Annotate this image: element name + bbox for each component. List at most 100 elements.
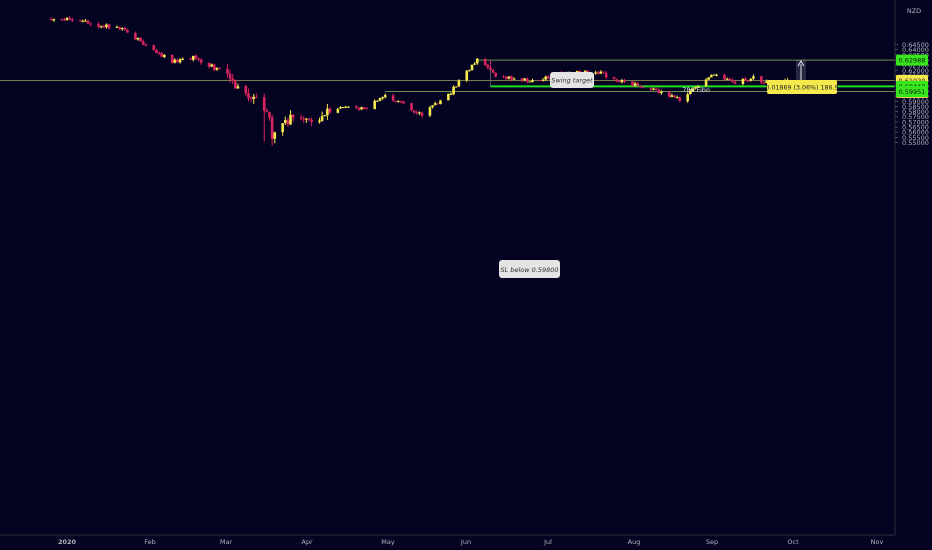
candle-body	[181, 58, 185, 60]
candle-body	[510, 76, 513, 80]
candle-45	[215, 67, 219, 71]
candle-97	[410, 102, 413, 112]
candle-162	[649, 87, 653, 91]
candle-body	[457, 80, 461, 87]
candle-body	[189, 58, 192, 60]
time-axis[interactable]: 2020 Feb Mar Apr May Jun Jul Aug Sep Oct Nov	[0, 534, 932, 550]
price-axis[interactable]: NZD0.645000.640000.635000.630000.625000.…	[894, 0, 932, 550]
candle-body	[470, 64, 474, 71]
candle-182	[723, 73, 726, 81]
candle-183	[725, 77, 729, 81]
candle-body	[696, 86, 700, 88]
candle-body	[749, 78, 753, 81]
candle-160	[639, 84, 642, 88]
candle-body	[65, 17, 69, 21]
candle-body	[281, 123, 284, 133]
currency-label: NZD	[907, 7, 921, 15]
candle-63	[283, 116, 287, 125]
candle-body	[234, 81, 237, 89]
candle-body	[631, 81, 634, 86]
candle-120	[491, 68, 495, 74]
candle-body	[102, 26, 106, 28]
candle-body	[152, 45, 156, 51]
candle-0	[49, 17, 53, 21]
candle-72	[318, 117, 321, 124]
candle-40	[197, 57, 200, 62]
candle-body	[489, 67, 492, 71]
candle-body	[191, 55, 195, 60]
candle-body	[226, 68, 229, 74]
candle-21	[126, 28, 129, 33]
candle-1	[52, 18, 56, 22]
candle-body	[118, 27, 121, 30]
candle-body	[84, 20, 87, 22]
candle-174	[691, 88, 695, 92]
candle-body	[512, 78, 516, 80]
candle-body	[360, 107, 363, 110]
candle-69	[305, 118, 308, 123]
candle-body	[357, 107, 361, 110]
price-tick-label: 0.64500	[902, 41, 929, 49]
candle-body	[291, 114, 295, 118]
candle-body	[475, 58, 479, 64]
candle-26	[144, 43, 148, 47]
candle-194	[765, 79, 768, 84]
candle-body	[310, 119, 313, 122]
candle-38	[191, 55, 195, 62]
candle-19	[120, 27, 124, 31]
candle-95	[399, 100, 403, 104]
candle-66	[291, 114, 295, 122]
candle-68	[302, 116, 305, 123]
candle-body	[302, 118, 305, 120]
candle-body	[197, 58, 200, 60]
candle-body	[397, 101, 400, 103]
candle-body	[81, 20, 85, 22]
candle-body	[468, 70, 471, 72]
candle-74	[323, 114, 327, 117]
candle-135	[546, 75, 550, 80]
candle-149	[599, 70, 603, 75]
candle-98	[412, 110, 416, 114]
candle-152	[612, 76, 616, 80]
candle-body	[378, 97, 382, 101]
candle-166	[660, 90, 663, 95]
candle-109	[452, 85, 455, 96]
candle-158	[633, 81, 637, 87]
candle-body	[126, 29, 129, 33]
candle-111	[457, 79, 461, 88]
candle-173	[689, 89, 692, 95]
time-label-sep: Sep	[706, 538, 718, 546]
candle-34	[176, 58, 179, 63]
candle-59	[268, 111, 271, 121]
price-tick-label: 0.59000	[902, 98, 929, 106]
candle-body	[89, 23, 92, 25]
candle-body	[86, 20, 90, 24]
candle-body	[252, 96, 256, 99]
candle-134	[544, 75, 547, 82]
candle-body	[623, 80, 626, 82]
candle-body	[691, 88, 695, 92]
candle-body	[712, 74, 716, 76]
candle-36	[181, 57, 185, 61]
candle-113	[468, 69, 471, 72]
candle-178	[707, 77, 711, 81]
candle-18	[118, 26, 121, 30]
candle-body	[525, 78, 529, 82]
candle-96	[402, 100, 405, 105]
candle-body	[307, 118, 311, 120]
candle-43	[210, 63, 213, 68]
candle-body	[68, 17, 71, 20]
candle-body	[318, 120, 321, 123]
candle-25	[141, 39, 145, 46]
candle-body	[673, 95, 676, 98]
candle-body	[97, 23, 100, 27]
fibo-price-tag-bg	[896, 54, 928, 66]
candle-65	[289, 110, 292, 126]
candle-body	[155, 49, 158, 54]
candle-body	[733, 81, 737, 84]
candle-53	[247, 88, 250, 102]
candle-192	[760, 75, 763, 84]
candle-86	[365, 107, 369, 110]
candle-55	[252, 93, 256, 104]
